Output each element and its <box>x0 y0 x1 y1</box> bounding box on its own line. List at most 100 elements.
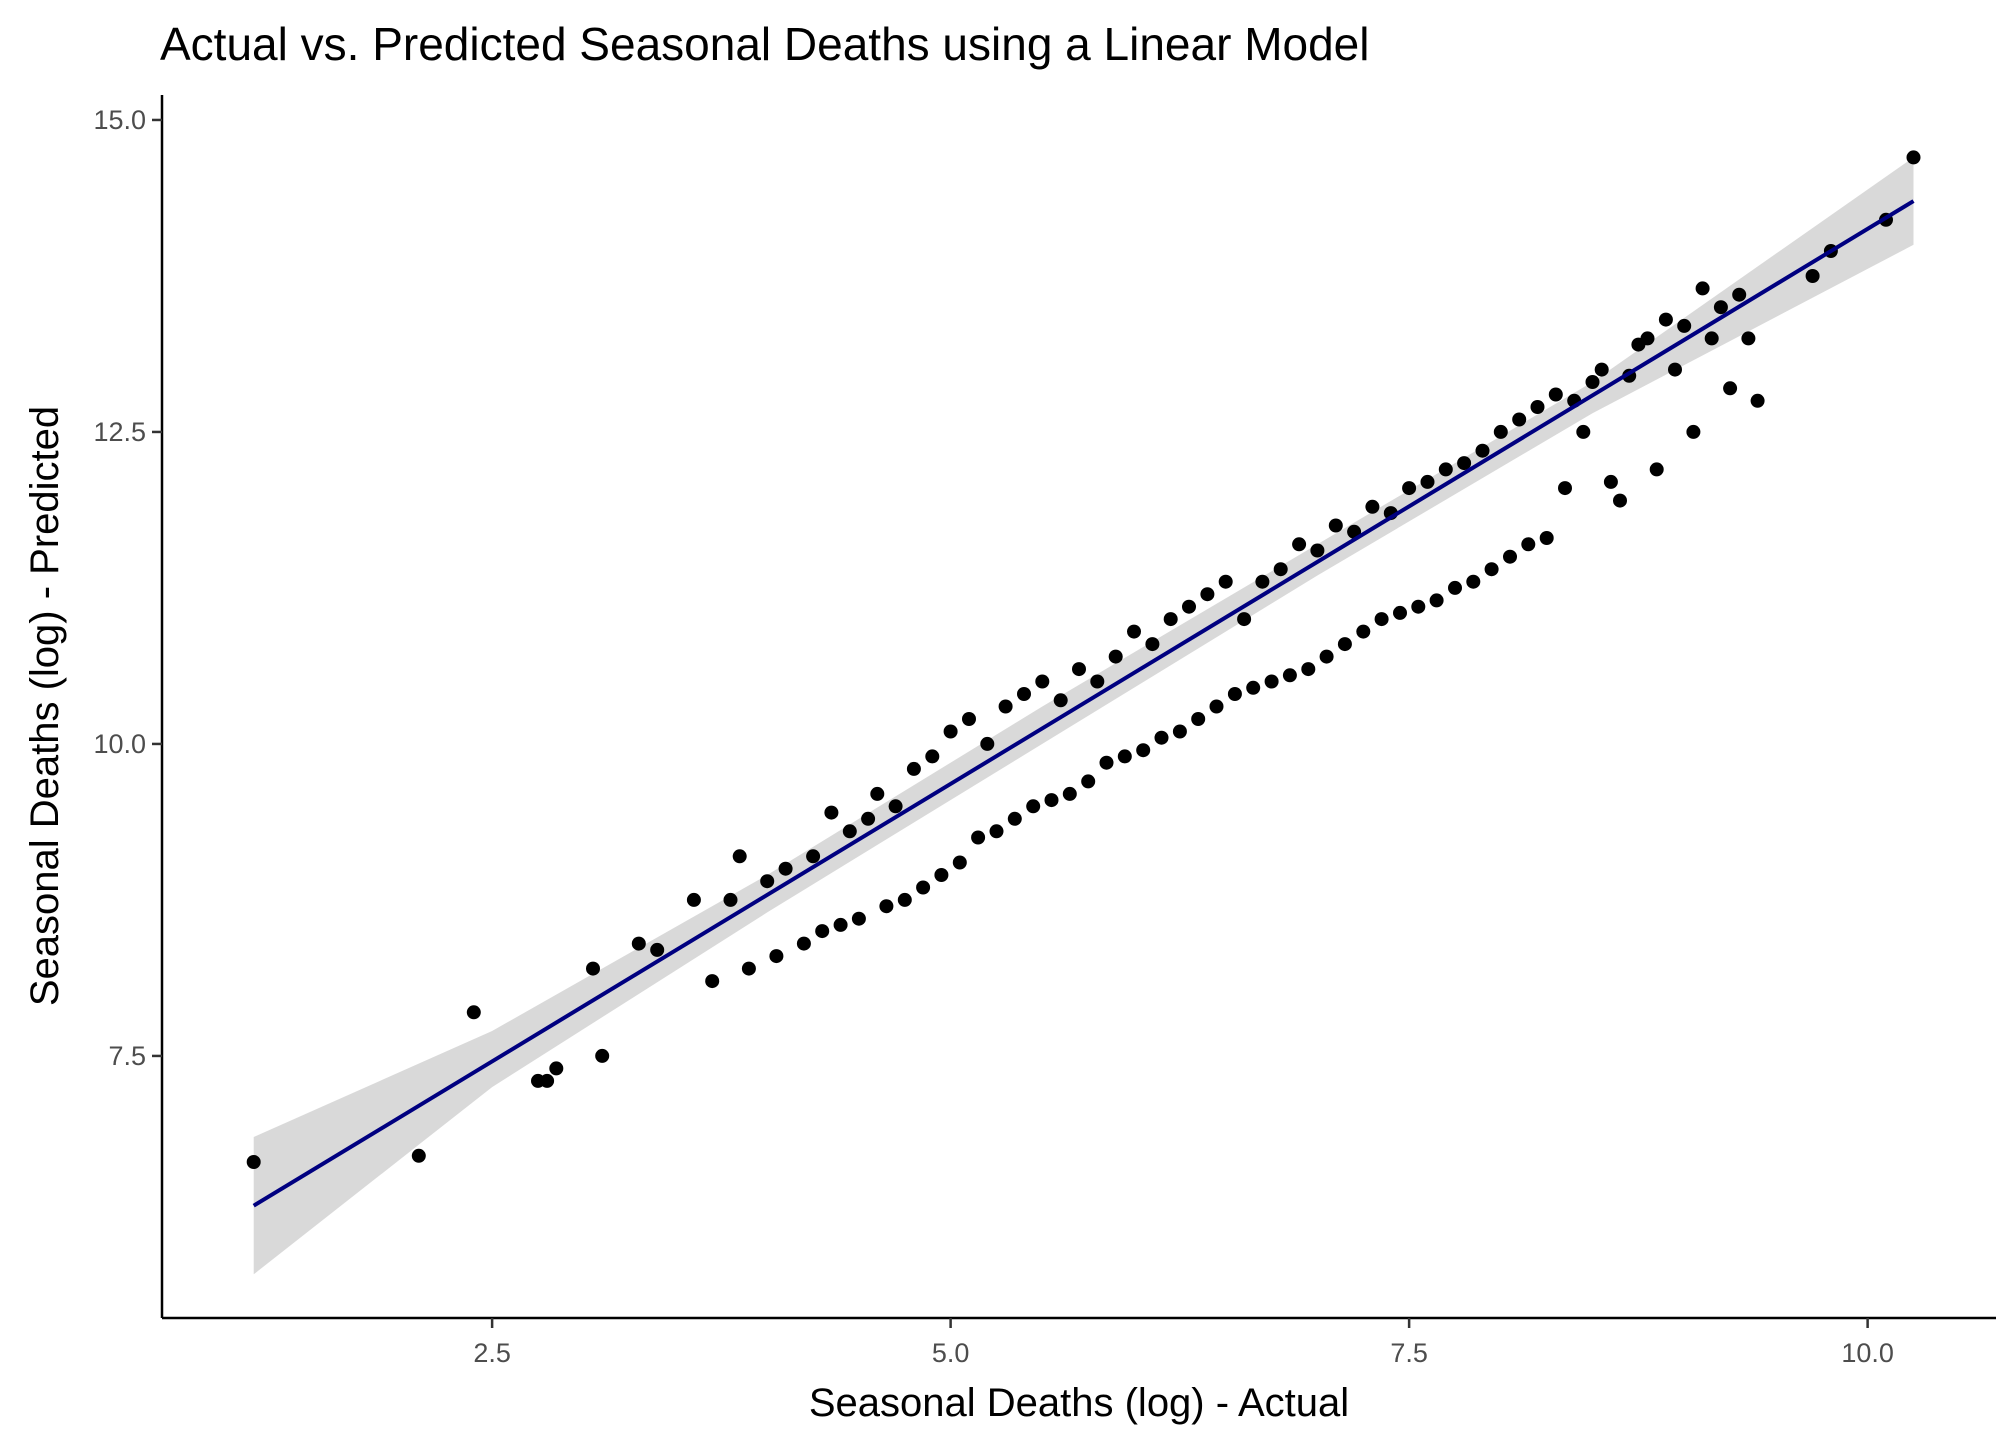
data-point <box>1044 793 1059 808</box>
data-point <box>769 949 784 964</box>
y-tick-label: 10.0 <box>93 729 146 759</box>
data-point <box>1145 637 1160 652</box>
data-point <box>796 936 811 951</box>
data-point <box>1585 375 1600 389</box>
data-point <box>1741 331 1756 346</box>
data-point <box>989 824 1004 839</box>
data-point <box>1613 493 1627 508</box>
data-point <box>778 861 793 876</box>
data-point <box>1457 456 1472 471</box>
data-point <box>815 924 830 939</box>
data-point <box>1558 481 1572 496</box>
y-axis-ticks: 7.5 10.0 12.5 15.0 <box>93 105 162 1071</box>
data-point <box>952 855 967 870</box>
data-point <box>586 961 600 976</box>
data-points <box>246 150 1921 1169</box>
data-point <box>833 917 848 932</box>
data-point <box>1420 474 1435 489</box>
data-point <box>1484 562 1499 577</box>
data-point <box>1117 749 1132 764</box>
data-point <box>1172 724 1187 739</box>
data-point <box>1906 150 1921 165</box>
data-point <box>1227 687 1242 701</box>
data-point <box>1521 537 1536 552</box>
data-point <box>1713 300 1728 315</box>
data-point <box>1090 674 1105 689</box>
data-point <box>943 724 958 739</box>
data-point <box>1723 381 1738 396</box>
x-tick-label: 10.0 <box>1841 1338 1894 1368</box>
data-point <box>1264 674 1279 689</box>
data-point <box>723 892 738 907</box>
data-point <box>925 749 940 764</box>
data-point <box>1127 624 1141 639</box>
data-point <box>1649 462 1664 477</box>
data-point <box>934 868 949 882</box>
data-point <box>916 880 931 895</box>
data-point <box>1805 269 1820 283</box>
data-point <box>246 1155 261 1169</box>
data-point <box>1191 712 1206 726</box>
data-point <box>879 899 894 914</box>
data-point <box>1750 393 1765 408</box>
data-point <box>1668 362 1682 377</box>
data-point <box>1301 662 1316 677</box>
data-point <box>1503 549 1517 564</box>
data-point <box>1576 424 1591 439</box>
data-point <box>1292 537 1307 552</box>
data-point <box>686 892 701 907</box>
data-point <box>466 1005 481 1020</box>
data-point <box>1328 518 1343 533</box>
data-point <box>1438 462 1453 477</box>
data-point <box>1200 587 1215 602</box>
data-point <box>1026 799 1041 814</box>
data-point <box>1154 730 1169 745</box>
data-point <box>1282 668 1297 683</box>
data-point <box>1594 362 1609 377</box>
data-point <box>732 849 747 864</box>
data-point <box>1677 318 1692 333</box>
data-point <box>1466 574 1481 589</box>
data-point <box>1255 574 1270 589</box>
data-point <box>1374 612 1389 627</box>
data-point <box>760 874 775 889</box>
data-point <box>888 799 903 814</box>
data-point <box>1512 412 1527 427</box>
x-tick-label: 5.0 <box>932 1338 970 1368</box>
data-point <box>1209 699 1224 714</box>
data-point <box>1081 774 1096 789</box>
data-point <box>806 849 821 864</box>
data-point <box>1356 624 1371 639</box>
data-point <box>906 761 921 776</box>
data-point <box>1393 605 1407 620</box>
data-point <box>1402 481 1417 496</box>
data-point <box>1108 649 1123 664</box>
y-axis-label: Seasonal Deaths (log) - Predicted <box>23 406 67 1006</box>
y-tick-label: 7.5 <box>108 1041 146 1071</box>
x-axis-ticks: 2.5 5.0 7.5 10.0 <box>473 1318 1894 1368</box>
data-point <box>1640 331 1655 346</box>
x-tick-label: 2.5 <box>473 1338 511 1368</box>
data-point <box>1163 612 1178 627</box>
data-point <box>650 942 665 957</box>
data-point <box>861 811 876 826</box>
data-point <box>1493 424 1508 439</box>
chart-title: Actual vs. Predicted Seasonal Deaths usi… <box>160 18 1369 70</box>
data-point <box>1603 474 1618 489</box>
data-point <box>1072 662 1086 677</box>
data-point <box>1237 612 1252 627</box>
data-point <box>980 736 995 751</box>
data-point <box>1530 400 1545 414</box>
x-tick-label: 7.5 <box>1390 1338 1428 1368</box>
data-point <box>1246 680 1261 695</box>
data-point <box>705 974 720 989</box>
data-point <box>631 936 646 951</box>
data-point <box>1365 499 1380 514</box>
data-point <box>1319 649 1334 664</box>
data-point <box>741 961 756 976</box>
data-point <box>824 805 839 820</box>
data-point <box>870 786 885 801</box>
data-point <box>897 892 912 907</box>
data-point <box>1539 531 1554 545</box>
